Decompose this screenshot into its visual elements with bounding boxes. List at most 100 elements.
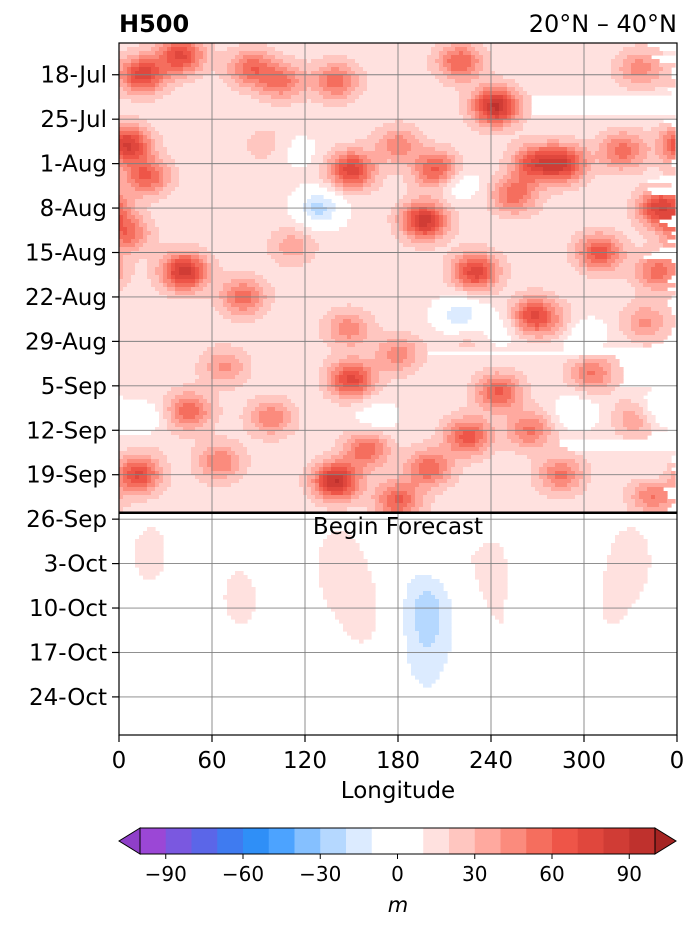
contour-cell [339, 435, 352, 440]
contour-cell [167, 283, 176, 288]
contour-cell [671, 143, 676, 148]
contour-cell [199, 251, 212, 256]
contour-cell [271, 151, 288, 156]
contour-cell [515, 387, 524, 392]
contour-cell [163, 471, 172, 476]
contour-cell [319, 67, 332, 72]
contour-cell [295, 235, 312, 240]
contour-cell [567, 151, 576, 156]
contour-cell [595, 315, 620, 320]
contour-cell [559, 431, 616, 436]
contour-cell [403, 495, 412, 500]
contour-cell [515, 375, 528, 380]
contour-cell [199, 375, 212, 380]
contour-cell [379, 495, 388, 500]
contour-cell [207, 363, 220, 368]
contour-cell [195, 283, 200, 288]
contour-cell [519, 119, 528, 124]
contour-cell [551, 431, 560, 436]
contour-cell [371, 375, 380, 380]
contour-cell [375, 319, 428, 324]
contour-cell [147, 259, 160, 264]
contour-cell [447, 67, 452, 72]
contour-cell [223, 299, 228, 304]
contour-cell [375, 315, 428, 320]
contour-cell [187, 55, 192, 60]
contour-cell [459, 435, 476, 440]
contour-cell [363, 475, 368, 480]
contour-cell [527, 307, 544, 312]
contour-cell [119, 235, 136, 240]
contour-cell [295, 431, 344, 436]
contour-cell [503, 119, 512, 124]
contour-cell [635, 411, 644, 416]
contour-cell [639, 163, 672, 168]
contour-cell [311, 235, 396, 240]
contour-cell [499, 215, 532, 220]
contour-cell [227, 47, 276, 52]
contour-cell [535, 411, 548, 416]
contour-cell [459, 95, 472, 100]
contour-cell [203, 75, 220, 80]
contour-cell [507, 171, 512, 176]
contour-cell [155, 159, 164, 164]
contour-cell [347, 379, 360, 384]
contour-cell [231, 455, 240, 460]
contour-cell [535, 335, 544, 340]
contour-cell [583, 455, 672, 460]
contour-cell [415, 499, 424, 504]
contour-cell [419, 211, 432, 216]
contour-cell [179, 407, 200, 412]
contour-cell [543, 443, 560, 448]
contour-cell [535, 187, 548, 192]
contour-cell [331, 163, 336, 168]
contour-cell [511, 311, 516, 316]
contour-cell [383, 503, 388, 508]
contour-cell [339, 479, 344, 484]
contour-cell [331, 351, 376, 356]
contour-cell [439, 443, 452, 448]
contour-cell [219, 259, 276, 264]
contour-cell [647, 203, 652, 208]
contour-cell [415, 623, 440, 628]
contour-cell [119, 87, 124, 92]
contour-cell [607, 323, 620, 328]
contour-cell [323, 539, 356, 544]
contour-cell [511, 319, 516, 324]
contour-cell [647, 215, 652, 220]
contour-cell [383, 507, 392, 512]
contour-cell [667, 463, 676, 468]
contour-cell [247, 431, 268, 436]
contour-cell [403, 507, 412, 512]
contour-cell [547, 323, 556, 328]
contour-cell [171, 267, 176, 272]
contour-cell [387, 215, 396, 220]
contour-cell [155, 87, 164, 92]
contour-cell [119, 503, 132, 508]
contour-cell [151, 479, 156, 484]
contour-cell [523, 111, 532, 116]
contour-cell [531, 387, 576, 392]
contour-cell [375, 179, 384, 184]
contour-cell [331, 179, 336, 184]
contour-cell [119, 291, 160, 296]
contour-cell [443, 55, 452, 60]
contour-cell [407, 459, 416, 464]
contour-cell [155, 407, 164, 412]
contour-cell [655, 87, 668, 92]
contour-cell [275, 55, 296, 60]
contour-cell [127, 47, 152, 52]
contour-cell [259, 71, 284, 76]
contour-cell [319, 375, 328, 380]
contour-cell [335, 143, 376, 148]
contour-cell [567, 259, 580, 264]
contour-cell [483, 107, 488, 112]
contour-cell [627, 503, 636, 508]
contour-cell [355, 447, 376, 452]
contour-cell [175, 291, 196, 296]
contour-cell [543, 407, 556, 412]
contour-cell [179, 171, 320, 176]
contour-cell [295, 83, 320, 88]
contour-cell [523, 439, 536, 444]
contour-cell [163, 75, 172, 80]
